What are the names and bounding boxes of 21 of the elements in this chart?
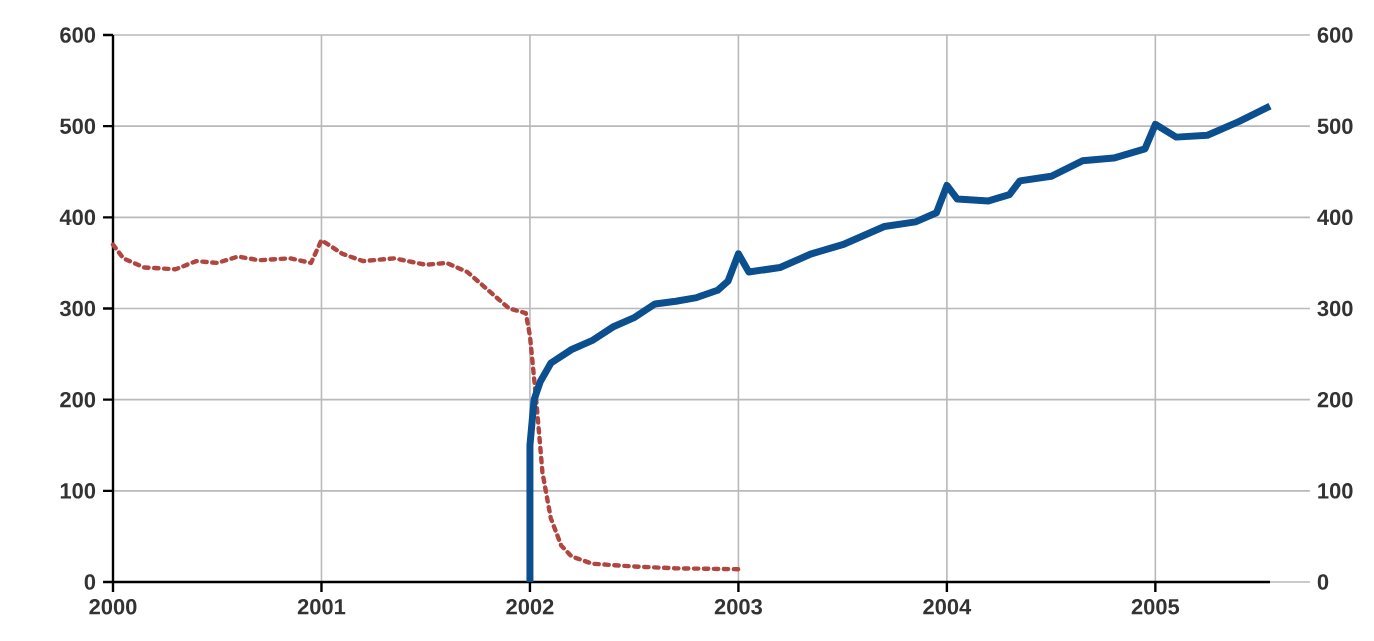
x-tick-label: 2004 — [923, 599, 972, 615]
y-tick-label: 200 — [60, 391, 96, 408]
y2-tick-label: 500 — [1317, 118, 1353, 134]
y2-tick-label: 300 — [1317, 300, 1353, 317]
x-tick-label: 2003 — [714, 599, 762, 615]
y2-tick-label: 600 — [1317, 27, 1353, 43]
x-tick-label: 2005 — [1131, 599, 1180, 615]
y-tick-label: 500 — [60, 118, 96, 134]
x-tick-label: 2002 — [506, 599, 554, 615]
line-series — [110, 237, 741, 572]
y2-tick-label: 400 — [1317, 209, 1353, 226]
y2-tick-label: 200 — [1317, 391, 1353, 408]
y2-tick-label: 0 — [1317, 574, 1329, 590]
y-tick-label: 0 — [84, 574, 96, 590]
x-tick-label: 2000 — [89, 599, 137, 615]
y2-tick-label: 100 — [1318, 483, 1353, 499]
y-tick-label: 400 — [59, 209, 96, 226]
y-tick-label: 600 — [60, 27, 96, 43]
y-tick-label: 100 — [60, 483, 96, 499]
y-tick-label: 300 — [59, 300, 96, 317]
x-tick-label: 2001 — [297, 599, 346, 615]
